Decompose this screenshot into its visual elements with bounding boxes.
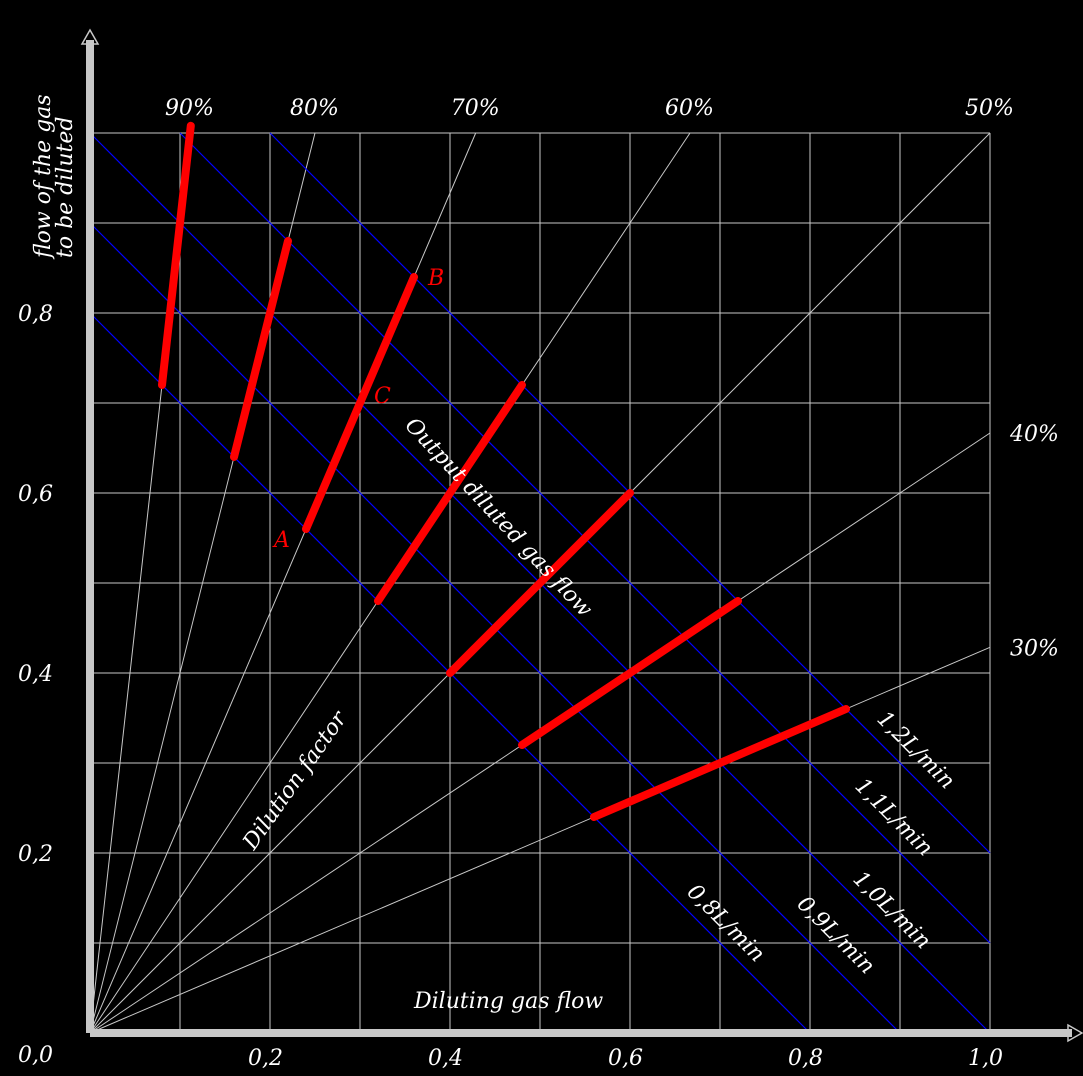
y-axis-title-line1: flow of the gas [31,94,56,260]
origin-label: 0,0 [18,1043,53,1068]
y-tick-label: 0,2 [18,842,53,867]
operating-range-segment [590,705,850,821]
flow-line-label: 1,0L/min [848,867,936,955]
point-label: B [427,266,444,291]
operating-ranges: A C B [158,121,850,821]
dilution-factor-label: 80% [290,96,339,121]
x-tick-label: 0,6 [608,1046,643,1071]
x-tick-label: 0,2 [248,1046,283,1071]
y-tick-label: 0,8 [18,302,53,327]
dilution-factor-annotation: Dilution factor [238,706,353,855]
dilution-factor-label: 30% [1010,636,1059,661]
chart-text: Diluting gas flow flow of the gas to be … [18,94,603,1068]
x-axis-arrow-icon [1067,1023,1083,1043]
x-axis-title: Diluting gas flow [413,989,603,1014]
flow-line-label: 0,9L/min [792,892,880,980]
dilution-factor-label: 70% [451,96,500,121]
operating-range-segment [374,381,526,605]
point-label: A [272,528,290,553]
dilution-factor-label: 50% [965,96,1014,121]
operating-range-segment [158,121,195,389]
point-label: C [374,384,391,409]
dilution-factor-label: 90% [165,96,214,121]
dilution-factor-lines: 90% 80% 70% 60% 50% 40% 30% [89,96,1059,1034]
axes: 0,2 0,4 0,6 0,8 1,0 0,2 0,4 0,6 0,8 [18,28,1083,1071]
y-axis-arrow-icon [80,28,100,45]
y-tick-label: 0,4 [18,662,53,687]
y-axis-title-line2: to be diluted [53,117,78,258]
flow-line-label: 1,2L/min [872,707,960,795]
operating-range-segment [518,597,742,749]
flow-line-label: 0,8L/min [682,880,770,968]
operating-range-segment [230,237,292,461]
y-tick-label: 0,6 [18,482,53,507]
x-tick-label: 0,8 [788,1046,823,1071]
dilution-factor-label: 60% [665,96,714,121]
dilution-factor-label: 40% [1009,422,1059,447]
x-tick-label: 0,4 [428,1046,463,1071]
operating-range-segment [302,273,418,533]
operating-range-segment [446,489,634,677]
x-tick-label: 1,0 [968,1046,1003,1071]
